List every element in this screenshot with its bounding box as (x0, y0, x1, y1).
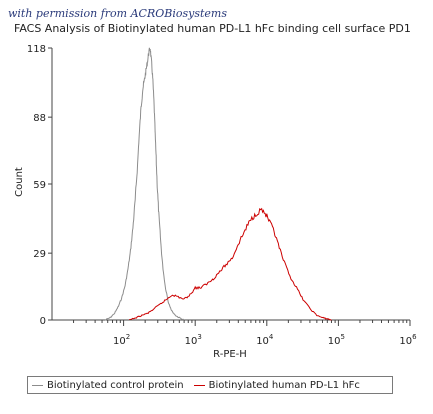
x-axis-title: R-PE-H (213, 349, 247, 360)
y-tick-label: 29 (33, 249, 46, 260)
series-layer (104, 47, 332, 321)
x-tick-label: 106 (399, 333, 417, 347)
legend-item-control: Biotinylated control protein (32, 380, 184, 391)
x-tick-label: 102 (113, 333, 130, 347)
series-line-pdl1 (129, 207, 332, 321)
y-tick-label: 59 (33, 180, 46, 191)
legend-swatch-pdl1 (193, 384, 205, 386)
legend-swatch-control (32, 384, 43, 386)
y-tick-label: 88 (33, 113, 46, 124)
legend-label-control: Biotinylated control protein (47, 379, 184, 391)
y-axis-title: Count (14, 167, 25, 197)
histogram-plot: 0 29 59 88 118 102 103 104 105 106 R-PE-H Count (14, 44, 417, 360)
y-tick-label: 118 (27, 44, 46, 55)
axes: 0 29 59 88 118 102 103 104 105 106 (27, 44, 417, 347)
chart-title: FACS Analysis of Biotinylated human PD-L… (14, 22, 411, 35)
legend: Biotinylated control protein Biotinylate… (27, 376, 393, 394)
permission-watermark: with permission from ACROBiosystems (8, 7, 227, 20)
x-tick-label: 103 (185, 333, 202, 347)
x-tick-label: 105 (328, 333, 345, 347)
legend-label-pdl1: Biotinylated human PD-L1 hFc (208, 379, 360, 391)
legend-item-pdl1: Biotinylated human PD-L1 hFc (193, 379, 360, 391)
y-tick-label: 0 (40, 316, 46, 327)
series-line-control (104, 47, 185, 321)
x-tick-label: 104 (256, 333, 274, 347)
